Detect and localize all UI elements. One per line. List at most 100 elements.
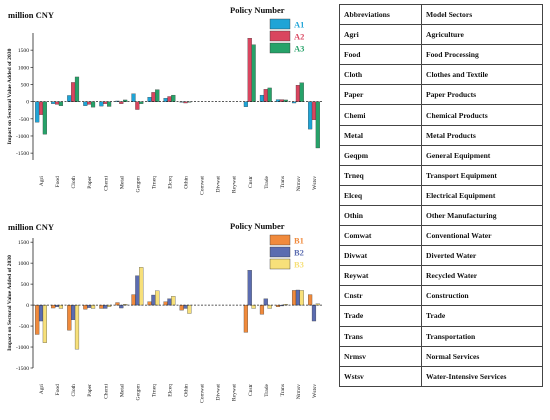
table-cell-abbreviation: Agri — [339, 24, 422, 46]
table-cell-sector: Conventional Water — [421, 225, 543, 247]
bar-a1-elceq — [163, 98, 168, 102]
y-tick-label: 1000 — [18, 65, 29, 71]
table-cell-sector: Chemical Products — [421, 104, 543, 126]
chart-unit-label: million CNY — [8, 222, 54, 232]
bar-b1-elceq — [163, 301, 168, 306]
table-cell-sector: Normal Services — [421, 345, 543, 367]
table-cell-sector: Electrical Equipment — [421, 184, 543, 206]
bar-b3-nrmsv — [299, 290, 304, 306]
x-category-label: Comwat — [200, 176, 206, 195]
bar-b1-othin — [179, 304, 184, 311]
bar-b1-geqpm — [131, 294, 136, 306]
y-tick-label: 1000 — [18, 261, 29, 267]
bar-a3-nrmsv — [299, 82, 304, 102]
table-cell-abbreviation: Nrmsv — [339, 345, 422, 367]
x-category-label: Trneq — [151, 384, 157, 397]
table-cell-abbreviation: Metal — [339, 124, 422, 146]
x-category-label: Cloth — [71, 176, 77, 189]
bar-b2-paper — [87, 304, 92, 308]
table-cell-abbreviation: Othin — [339, 204, 422, 227]
bar-b1-paper — [83, 304, 88, 310]
table-row: Cnstr Construction — [339, 285, 543, 307]
bar-a1-agri — [35, 101, 40, 123]
table-cell-sector: Metal Products — [421, 124, 543, 146]
bar-b2-elceq — [167, 298, 172, 306]
bar-b1-wstsv — [308, 294, 313, 306]
bar-b2-othin — [183, 304, 188, 309]
x-category-label: Wstsv — [312, 384, 318, 398]
table-cell-abbreviation: Comwat — [339, 225, 422, 247]
table-row: Comwat Conventional Water — [339, 225, 543, 247]
x-category-label: Paper — [87, 384, 93, 397]
x-category-label: Cnstr — [248, 176, 254, 188]
bar-a1-chemi — [99, 101, 104, 107]
x-category-label: Geqpm — [135, 383, 141, 400]
bar-b3-food — [58, 304, 64, 309]
y-tick-label: -500 — [19, 117, 29, 123]
bar-a3-trade — [267, 87, 272, 102]
table-cell-sector: Clothes and Textile — [421, 64, 543, 86]
table-row: Trade Trade — [339, 305, 543, 327]
bar-a2-agri — [38, 101, 44, 115]
bar-a2-trade — [263, 89, 268, 102]
bar-b1-metal — [115, 302, 120, 306]
bar-a2-elceq — [167, 96, 172, 102]
bar-b1-food — [51, 304, 56, 309]
table-cell-sector: Transportation — [421, 325, 543, 347]
y-tick-label: -1500 — [16, 366, 29, 372]
bar-a1-cnstr — [243, 101, 248, 107]
table-row: Nrmsv Normal Services — [339, 345, 543, 367]
table-row: Chemi Chemical Products — [339, 104, 543, 126]
x-category-label: Elceq — [167, 176, 173, 189]
bar-a3-agri — [42, 101, 47, 135]
x-category-label: Geqpm — [135, 175, 141, 192]
bar-b3-cnstr — [251, 304, 256, 309]
bar-b3-othin — [187, 304, 192, 314]
table-row: Elceq Electrical Equipment — [339, 184, 543, 206]
x-category-label: Wstsv — [312, 176, 318, 190]
bar-b2-trade — [263, 298, 268, 306]
table-cell-abbreviation: Chemi — [339, 104, 422, 126]
bar-a1-cloth — [67, 95, 72, 102]
y-tick-label: 0 — [26, 303, 29, 309]
x-category-label: Trans — [280, 384, 286, 397]
table-row: Agri Agriculture — [339, 24, 543, 46]
bar-b2-trneq — [151, 294, 156, 306]
legend-swatch — [269, 42, 291, 54]
table-cell-abbreviation: Reywat — [339, 265, 422, 287]
bar-a3-cloth — [74, 76, 80, 102]
bar-b2-geqpm — [135, 275, 140, 306]
x-category-label: Reywat — [232, 384, 238, 402]
y-tick-label: 0 — [26, 100, 29, 106]
bar-a2-cnstr — [247, 38, 252, 102]
table-cell-abbreviation: Food — [339, 44, 422, 66]
table-cell-sector: Trade — [421, 305, 543, 327]
table-row: Othin Other Manufacturing — [339, 204, 543, 227]
table-cell-sector: Water-Intensive Services — [421, 365, 543, 387]
table-cell-abbreviation: Cnstr — [339, 285, 422, 307]
bar-a2-trneq — [151, 92, 156, 102]
y-tick-label: -1500 — [16, 151, 29, 157]
y-tick-label: -500 — [19, 324, 29, 330]
bar-a1-trade — [259, 94, 265, 102]
bar-b3-cloth — [74, 304, 80, 350]
bar-b3-trneq — [155, 290, 160, 306]
x-category-label: Cnstr — [248, 384, 254, 396]
table-cell-sector: Recycled Water — [421, 265, 543, 287]
table-row: Trneq Transport Equipment — [339, 164, 543, 186]
bar-b3-geqpm — [139, 267, 144, 306]
bar-a1-wstsv — [308, 101, 313, 130]
bar-a3-cnstr — [251, 44, 256, 102]
table-row: Geqpm General Equipment — [339, 144, 543, 166]
bar-a2-nrmsv — [295, 85, 300, 102]
x-category-label: Trade — [264, 175, 270, 188]
legend-label: B3 — [294, 260, 304, 270]
bar-a3-trneq — [155, 89, 160, 102]
table-cell-abbreviation: Cloth — [339, 64, 422, 86]
table-header-abbreviations: Abbreviations — [339, 3, 422, 26]
legend-label: A3 — [294, 44, 304, 54]
x-category-label: Divwat — [216, 384, 222, 401]
bar-a3-food — [58, 101, 64, 106]
x-category-label: Metal — [119, 176, 125, 189]
